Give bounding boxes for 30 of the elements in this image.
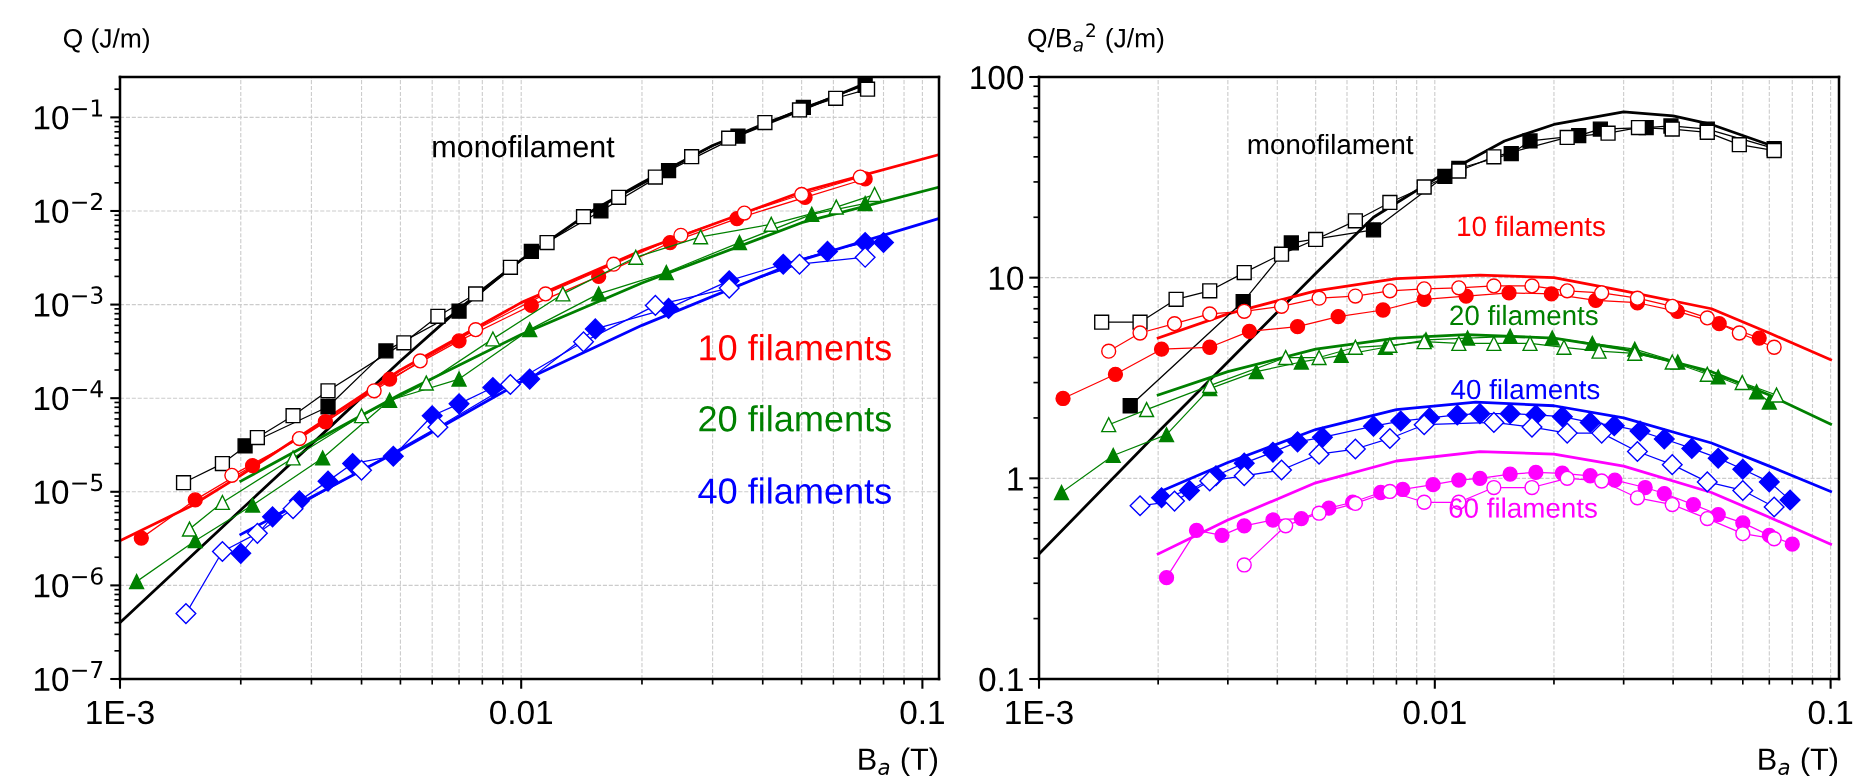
x-tick-label: 0.01 — [1403, 700, 1466, 725]
x-tick-label: 1E-3 — [87, 700, 154, 725]
y-tick-label: 10$^{−1}$ — [34, 99, 103, 130]
x-axis-title: B$_{a}$ (T) — [1759, 747, 1838, 777]
x-tick-label: 1E-3 — [1006, 700, 1073, 725]
annotation: monofilament — [1248, 133, 1414, 155]
y-tick-label: 10$^{−4}$ — [34, 380, 103, 411]
y-tick-label: 10$^{−3}$ — [34, 286, 103, 317]
x-tick-label: 0.1 — [900, 700, 944, 725]
annotation: 40 filaments — [1451, 378, 1600, 400]
annotation: 20 filaments — [1450, 304, 1598, 326]
y-tick-label: 1 — [1008, 467, 1023, 491]
x-axis-title: B$_{a}$ (T) — [859, 747, 938, 777]
annotation: 40 filaments — [698, 477, 891, 504]
y-tick-label: 0.1 — [979, 667, 1023, 692]
y-tick-label: 10$^{−2}$ — [34, 192, 102, 224]
y-axis-title: Q/B$_{a}$$^{2}$ (J/m) — [1028, 23, 1164, 53]
annotation: 10 filaments — [700, 334, 891, 361]
x-tick-label: 0.01 — [490, 700, 553, 725]
annotation: 60 filaments — [1449, 497, 1597, 518]
annotation: monofilament — [433, 135, 615, 158]
y-tick-label: 100 — [971, 65, 1024, 90]
y-tick-label: 10$^{−7}$ — [34, 661, 103, 692]
annotation: 10 filaments — [1458, 215, 1605, 237]
y-tick-label: 10$^{−6}$ — [34, 567, 103, 598]
y-axis-title: Q (J/m) — [63, 28, 149, 53]
annotation: 20 filaments — [699, 405, 891, 432]
y-tick-label: 10$^{−5}$ — [34, 473, 103, 504]
x-tick-label: 0.1 — [1808, 700, 1853, 725]
y-tick-label: 10 — [989, 266, 1024, 291]
